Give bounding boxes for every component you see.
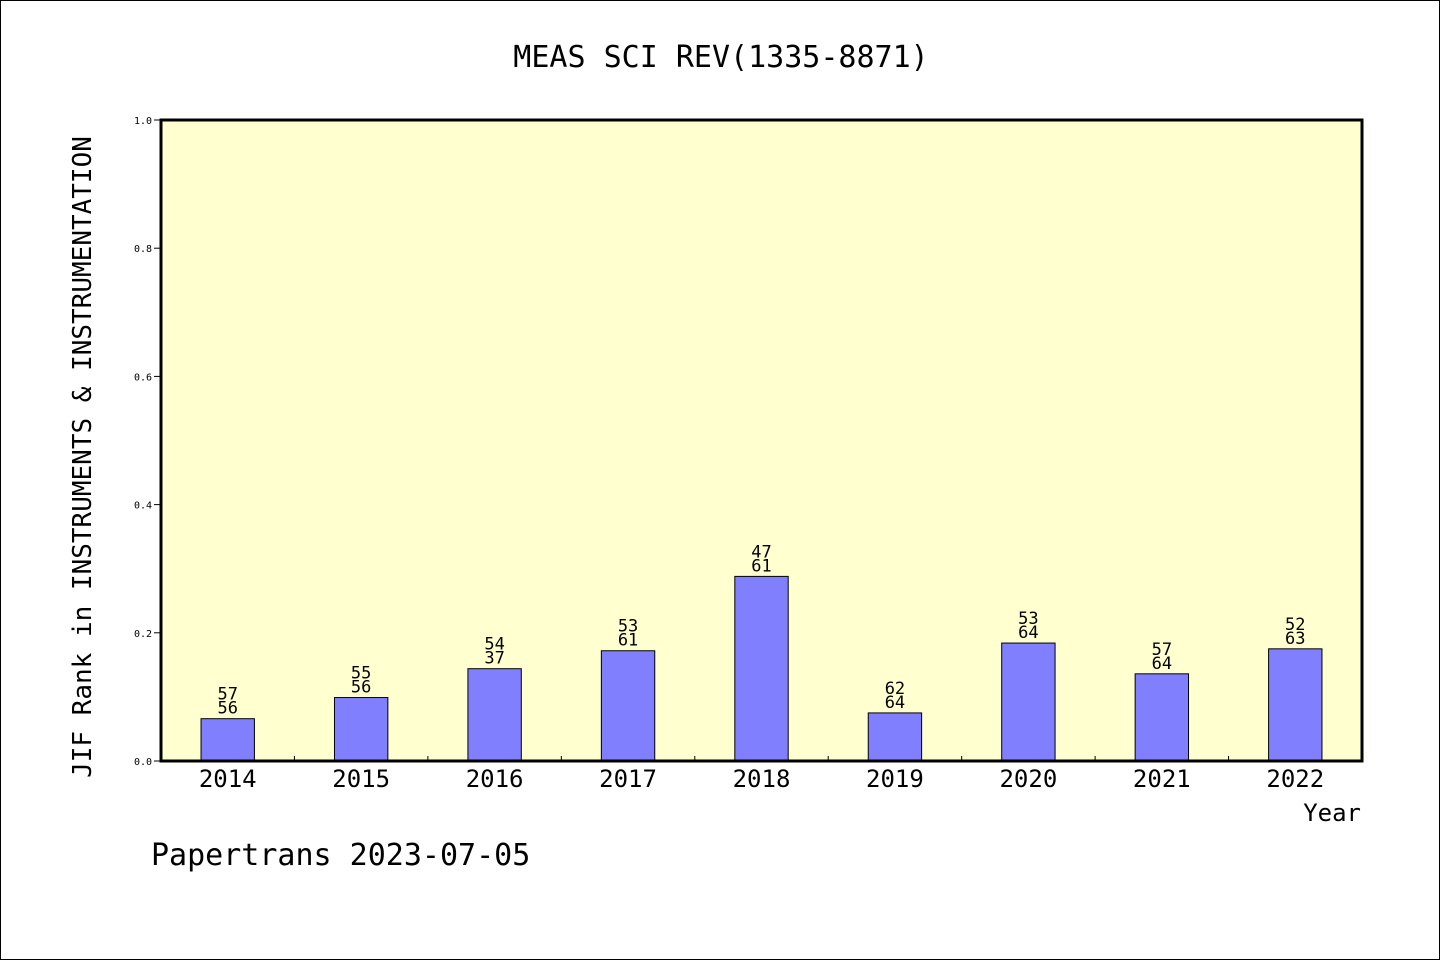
x-tick-label-2017: 2017 <box>599 765 657 793</box>
bar-2017 <box>600 650 656 762</box>
footer-text: Papertrans 2023-07-05 <box>151 838 530 873</box>
y-tick-label: 0.0 <box>134 757 152 768</box>
data-label-top-2022: 52 <box>1285 615 1305 635</box>
bar-2016 <box>467 668 522 762</box>
bar-2019 <box>867 712 923 762</box>
y-tick-label: 0.4 <box>134 501 152 512</box>
data-label-top-2020: 53 <box>1018 609 1038 629</box>
x-tick-label-2018: 2018 <box>733 765 791 793</box>
data-label-top-2019: 62 <box>885 679 905 699</box>
data-label-bottom-2016: 37 <box>484 649 504 669</box>
y-tick-label: 1.0 <box>134 116 152 127</box>
x-tick-label-2016: 2016 <box>466 765 524 793</box>
data-label-bottom-2015: 56 <box>351 678 371 698</box>
data-label-bottom-2021: 64 <box>1152 654 1172 674</box>
x-tick-label-2019: 2019 <box>866 765 924 793</box>
bar-2014 <box>200 718 255 762</box>
y-axis-label: JIF Rank in INSTRUMENTS & INSTRUMENTATIO… <box>68 136 98 778</box>
y-axis: 0.0 0.2 0.4 0.6 0.8 1.0 <box>134 116 161 768</box>
data-label-bottom-2014: 56 <box>217 699 237 719</box>
y-tick-label: 0.2 <box>134 629 152 640</box>
data-label-top-2018: 47 <box>751 542 771 562</box>
data-label-top-2014: 57 <box>217 685 237 705</box>
data-label-bottom-2018: 61 <box>751 556 771 576</box>
y-tick-label: 0.6 <box>134 372 152 383</box>
x-tick-label-2021: 2021 <box>1133 765 1191 793</box>
chart-title: MEAS SCI REV(1335-8871) <box>513 40 928 75</box>
x-tick-label-2020: 2020 <box>999 765 1057 793</box>
bar-2020 <box>1001 642 1056 762</box>
x-axis: 2014 2015 2016 2017 2018 2019 2020 2021 2022 <box>199 756 1324 793</box>
bars <box>200 575 1323 762</box>
x-tick-label-2022: 2022 <box>1266 765 1324 793</box>
plot-border <box>159 118 1364 763</box>
y-tick-label: 0.8 <box>134 244 152 255</box>
data-label-bottom-2020: 64 <box>1018 623 1038 643</box>
data-label-bottom-2017: 61 <box>618 631 638 651</box>
data-label-bottom-2019: 64 <box>885 693 905 713</box>
bar-2022 <box>1268 648 1323 762</box>
bar-2018 <box>734 575 789 762</box>
data-label-top-2021: 57 <box>1152 640 1172 660</box>
x-tick-label-2015: 2015 <box>332 765 390 793</box>
data-label-top-2016: 54 <box>484 635 504 655</box>
x-tick-label-2014: 2014 <box>199 765 257 793</box>
data-label-bottom-2022: 63 <box>1285 629 1305 649</box>
bar-2021 <box>1134 673 1190 762</box>
data-label-top-2015: 55 <box>351 664 371 684</box>
x-axis-label: Year <box>1303 799 1361 827</box>
data-label-top-2017: 53 <box>618 617 638 637</box>
bar-2015 <box>333 697 389 762</box>
